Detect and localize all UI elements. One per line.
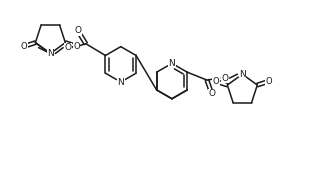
Text: O: O — [265, 77, 272, 86]
Text: O: O — [65, 43, 72, 52]
Text: O: O — [221, 74, 228, 83]
Text: O: O — [213, 77, 219, 86]
Text: N: N — [117, 78, 124, 87]
Text: N: N — [239, 70, 246, 79]
Text: O: O — [73, 42, 80, 51]
Text: O: O — [208, 89, 215, 98]
Text: N: N — [47, 49, 54, 58]
Text: N: N — [169, 59, 175, 68]
Text: O: O — [21, 42, 27, 51]
Text: O: O — [74, 26, 81, 35]
